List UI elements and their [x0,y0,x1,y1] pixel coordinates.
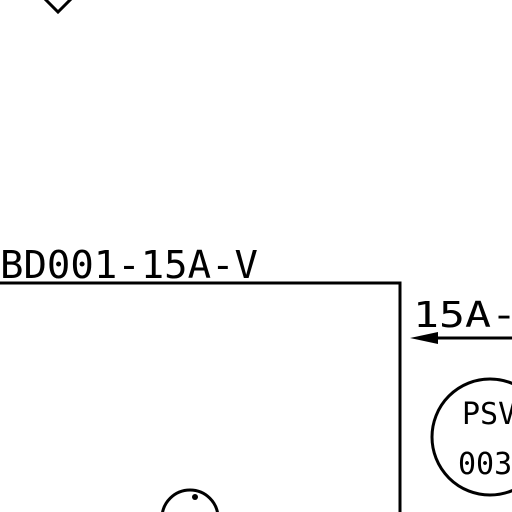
instrument-bubble [430,377,512,497]
line-number-label-branch: 15A-V [413,295,512,336]
instrument-tag-number: 003 [458,447,512,482]
valve-symbol-partial [43,0,73,15]
flow-arrow-icon [410,332,438,344]
instrument-tag-function: PSV [462,397,512,432]
small-symbol-dot [192,494,198,500]
line-number-label-main: BD001-15A-V [0,243,258,287]
small-symbol-partial [161,488,219,512]
